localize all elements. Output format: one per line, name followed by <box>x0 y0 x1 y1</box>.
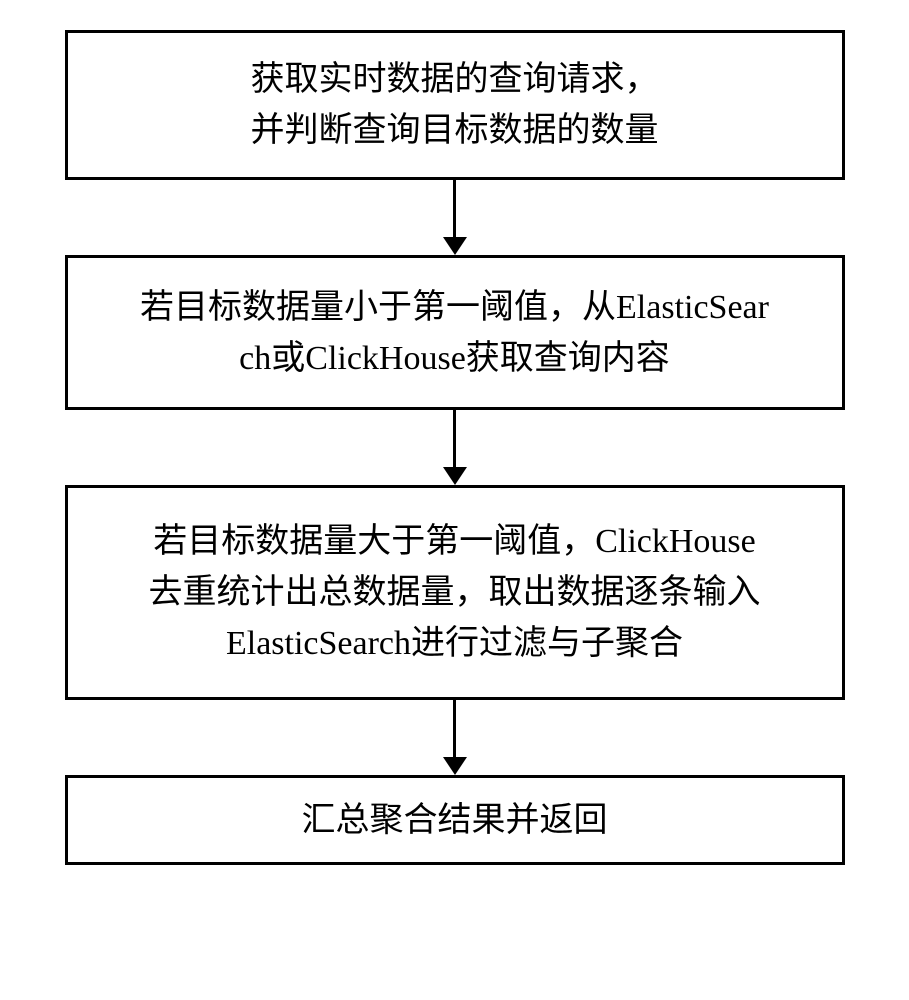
flowchart-step-2: 若目标数据量小于第一阈值，从ElasticSear ch或ClickHouse获… <box>65 255 845 410</box>
flowchart-container: 获取实时数据的查询请求， 并判断查询目标数据的数量 若目标数据量小于第一阈值，从… <box>0 30 909 865</box>
arrow-line <box>453 180 456 237</box>
step-3-line-2: 去重统计出总数据量，取出数据逐条输入 <box>149 567 761 618</box>
flowchart-step-1: 获取实时数据的查询请求， 并判断查询目标数据的数量 <box>65 30 845 180</box>
step-3-line-3: ElasticSearch进行过滤与子聚合 <box>226 618 683 669</box>
arrow-head-icon <box>443 237 467 255</box>
step-2-line-2: ch或ClickHouse获取查询内容 <box>239 333 670 384</box>
arrow-line <box>453 410 456 467</box>
flowchart-step-4: 汇总聚合结果并返回 <box>65 775 845 865</box>
step-1-line-1: 获取实时数据的查询请求， <box>251 54 659 105</box>
arrow-1-to-2 <box>443 180 467 255</box>
step-1-line-2: 并判断查询目标数据的数量 <box>251 105 659 156</box>
arrow-line <box>453 700 456 757</box>
arrow-head-icon <box>443 757 467 775</box>
arrow-head-icon <box>443 467 467 485</box>
step-3-line-1: 若目标数据量大于第一阈值，ClickHouse <box>153 516 756 567</box>
step-2-line-1: 若目标数据量小于第一阈值，从ElasticSear <box>140 282 769 333</box>
step-4-line-1: 汇总聚合结果并返回 <box>302 795 608 846</box>
flowchart-step-3: 若目标数据量大于第一阈值，ClickHouse 去重统计出总数据量，取出数据逐条… <box>65 485 845 700</box>
arrow-3-to-4 <box>443 700 467 775</box>
arrow-2-to-3 <box>443 410 467 485</box>
